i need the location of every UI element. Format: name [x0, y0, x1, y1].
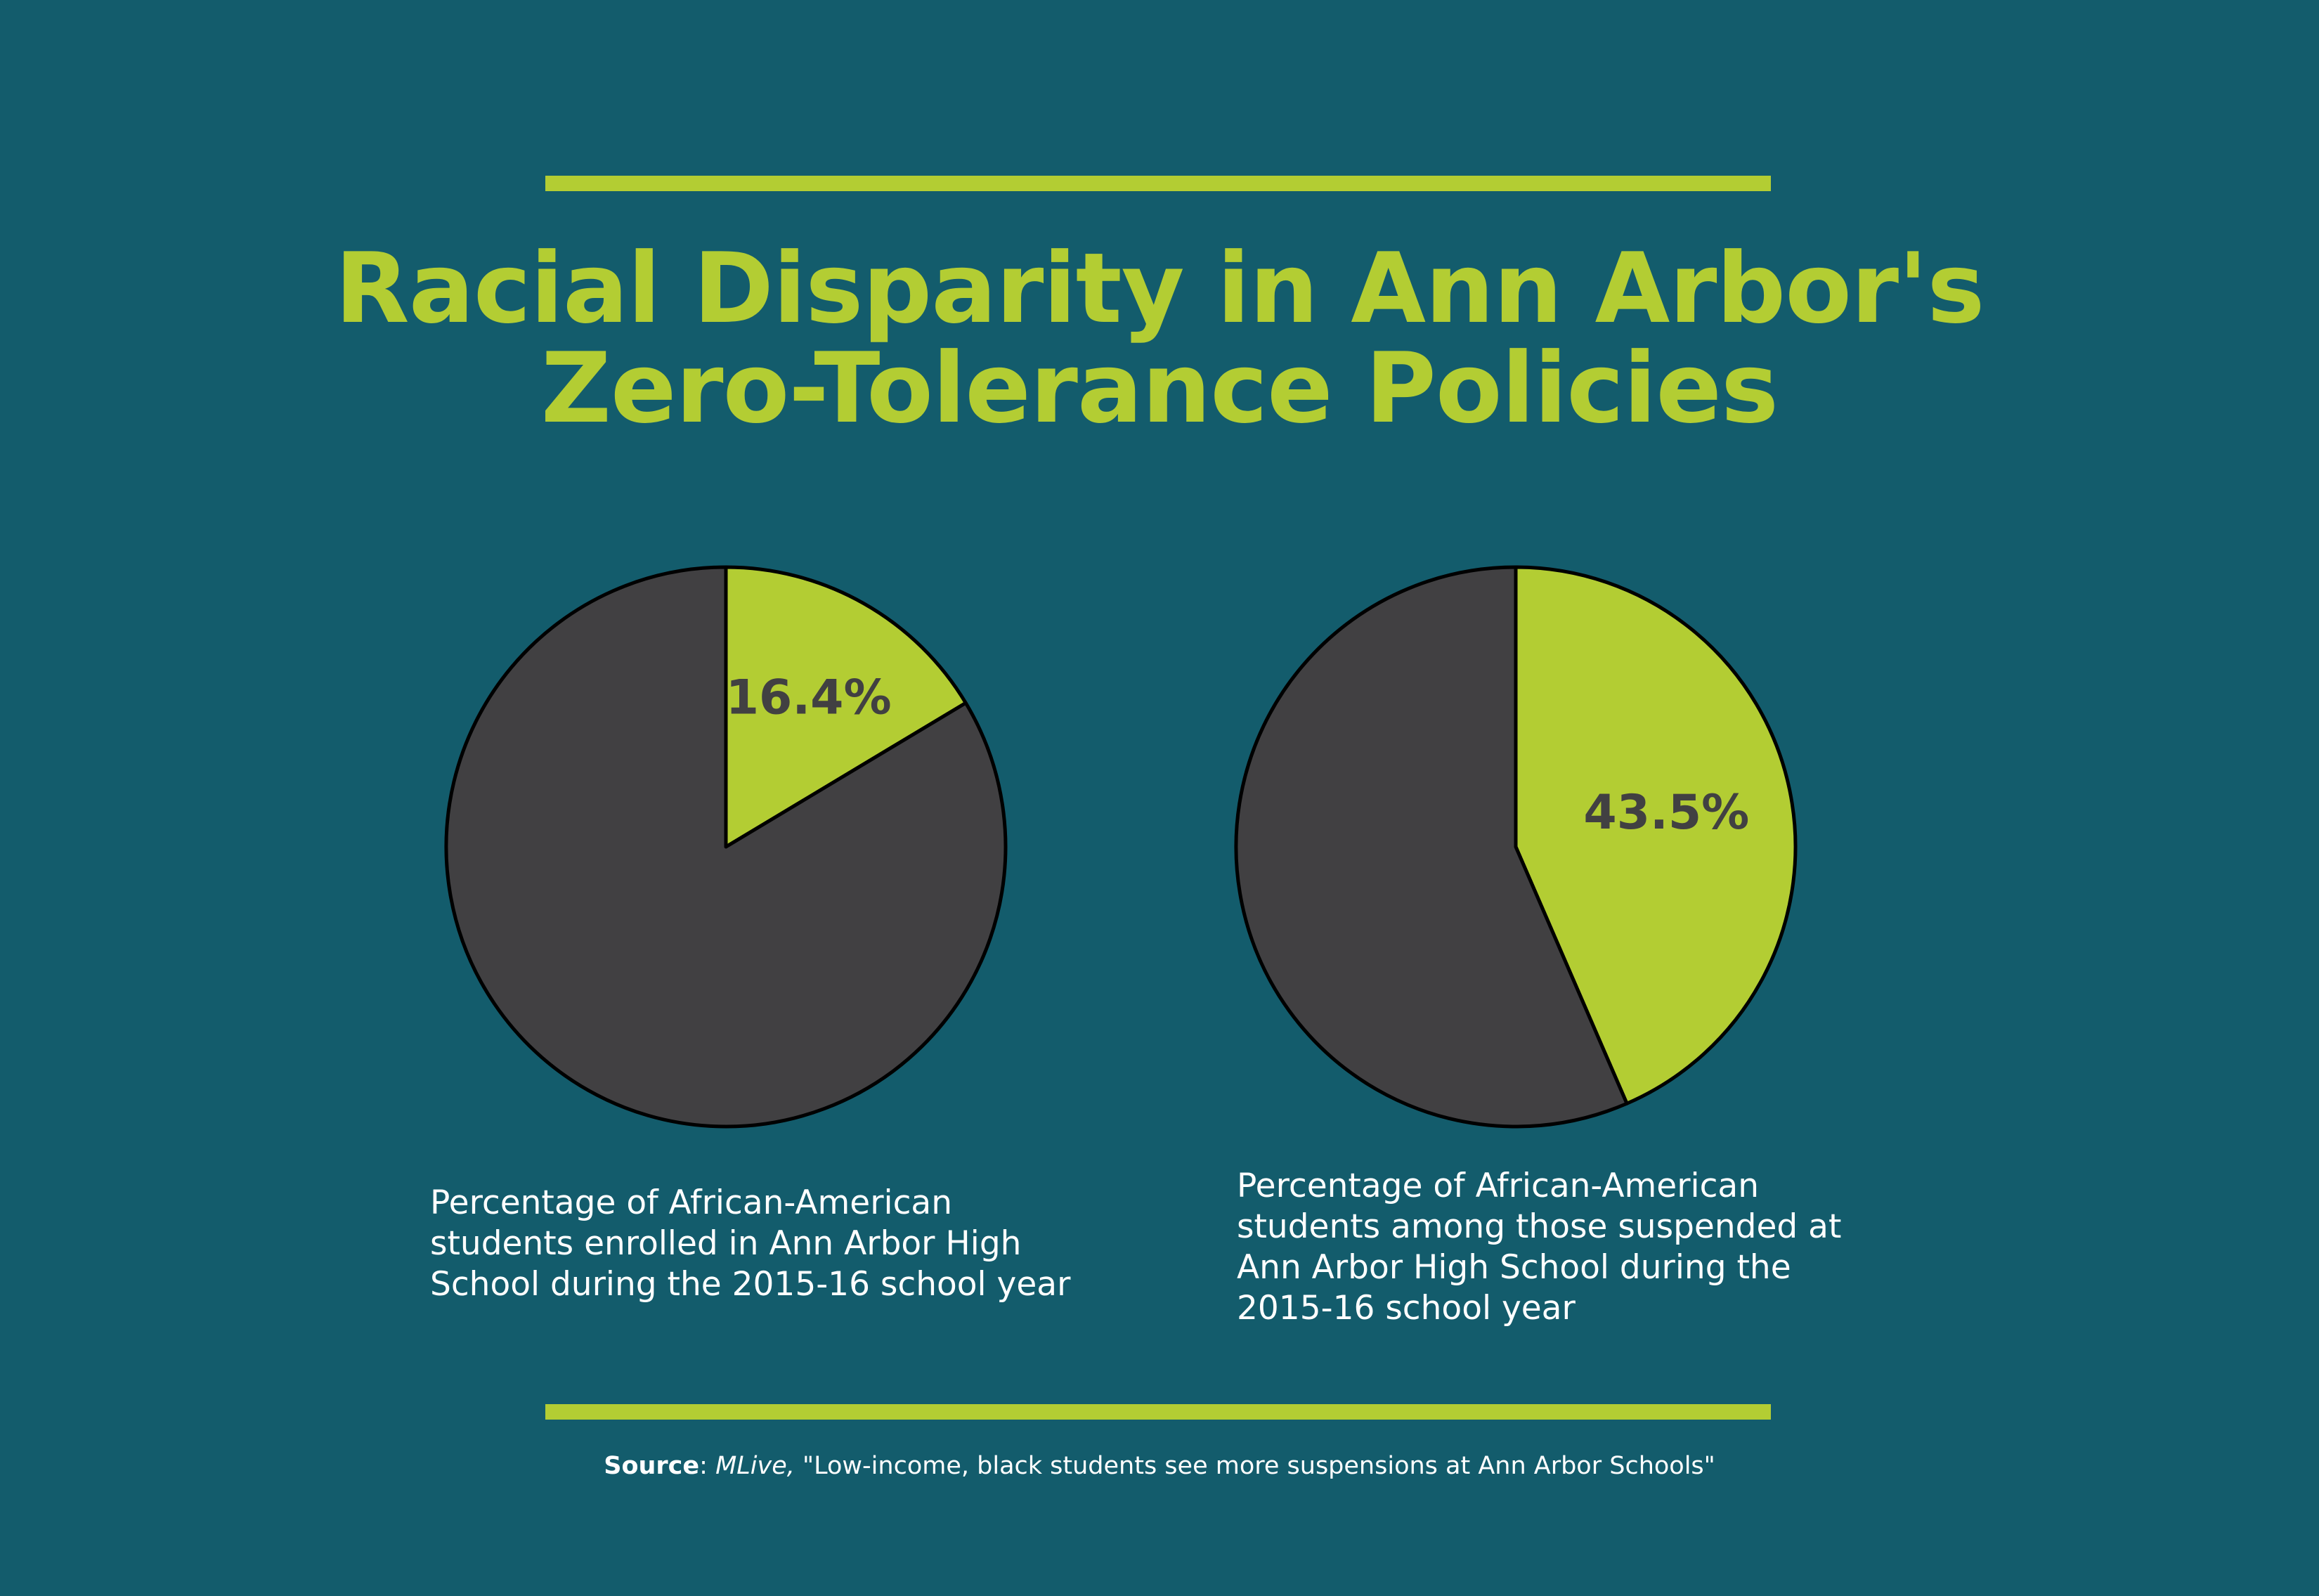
page-title: Racial Disparity in Ann Arbor's Zero-Tol…: [0, 239, 2319, 439]
caption-line: 2015-16 school year: [1237, 1289, 1576, 1328]
pie-slice-african-american: [724, 565, 968, 849]
source-citation: Source: MLive, "Low-income, black studen…: [0, 1452, 2319, 1480]
source-label: Source: [604, 1452, 700, 1480]
pie-slice-other: [1234, 565, 1629, 1129]
title-line-1: Racial Disparity in Ann Arbor's: [334, 232, 1985, 345]
top-divider-line: [545, 176, 1771, 191]
source-headline: "Low-income, black students see more sus…: [803, 1452, 1715, 1480]
source-publication: MLive,: [715, 1452, 795, 1480]
bottom-divider-line: [545, 1404, 1771, 1420]
title-line-2: Zero-Tolerance Policies: [540, 332, 1779, 445]
caption-line: Percentage of African-American: [1237, 1167, 1760, 1205]
pie-svg: 16.4%: [444, 565, 1008, 1129]
pie-percentage-label: 43.5%: [1583, 785, 1749, 841]
pie-slice-african-american: [1514, 565, 1798, 1105]
suspension-chart-caption: Percentage of African-American students …: [1237, 1166, 1841, 1329]
caption-line: students among those suspended at: [1237, 1207, 1842, 1246]
enrollment-chart-caption: Percentage of African-American students …: [430, 1183, 1070, 1305]
source-separator: :: [699, 1452, 708, 1480]
caption-line: School during the 2015-16 school year: [430, 1265, 1071, 1304]
enrollment-pie-chart: 16.4%: [441, 562, 1011, 1131]
suspension-pie-chart: 43.5%: [1231, 562, 1800, 1131]
pie-percentage-label: 16.4%: [726, 670, 892, 726]
caption-line: students enrolled in Ann Arbor High: [430, 1224, 1022, 1263]
pie-svg: 43.5%: [1234, 565, 1798, 1129]
pie-slice-other: [444, 565, 1008, 1129]
caption-line: Percentage of African-American: [430, 1183, 953, 1222]
caption-line: Ann Arbor High School during the: [1237, 1248, 1791, 1287]
